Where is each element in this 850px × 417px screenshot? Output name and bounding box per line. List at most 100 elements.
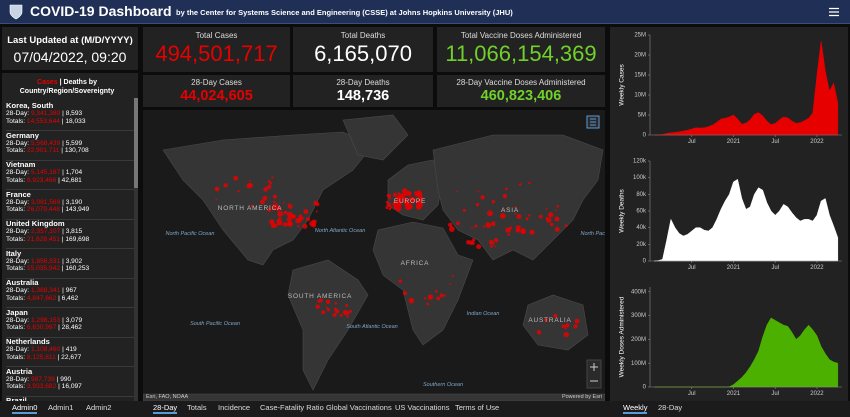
case-marker[interactable]	[282, 222, 288, 227]
tab[interactable]: Weekly	[623, 403, 648, 414]
case-marker[interactable]	[555, 209, 558, 212]
tab[interactable]: Admin0	[12, 403, 38, 414]
case-marker[interactable]	[502, 209, 504, 212]
case-marker[interactable]	[273, 200, 276, 204]
case-marker[interactable]	[417, 199, 421, 203]
case-marker[interactable]	[325, 299, 331, 305]
case-marker[interactable]	[499, 213, 506, 219]
case-marker[interactable]	[396, 195, 402, 201]
case-marker[interactable]	[272, 203, 275, 206]
case-marker[interactable]	[395, 205, 402, 212]
case-marker[interactable]	[286, 216, 292, 222]
case-marker[interactable]	[269, 182, 273, 185]
case-marker[interactable]	[267, 180, 271, 184]
case-marker[interactable]	[423, 297, 427, 300]
case-marker[interactable]	[275, 203, 278, 206]
case-marker[interactable]	[545, 207, 548, 210]
case-marker[interactable]	[262, 195, 268, 201]
case-marker[interactable]	[248, 180, 251, 182]
case-marker[interactable]	[346, 315, 349, 318]
case-marker[interactable]	[389, 206, 393, 209]
case-marker[interactable]	[286, 211, 293, 218]
case-marker[interactable]	[490, 221, 496, 227]
case-marker[interactable]	[545, 217, 552, 223]
case-marker[interactable]	[277, 210, 284, 217]
case-marker[interactable]	[315, 210, 318, 213]
case-marker[interactable]	[449, 283, 451, 286]
case-marker[interactable]	[309, 220, 316, 227]
case-marker[interactable]	[250, 204, 254, 208]
case-marker[interactable]	[564, 224, 568, 228]
case-marker[interactable]	[563, 331, 569, 338]
case-marker[interactable]	[276, 219, 283, 226]
case-marker[interactable]	[514, 212, 517, 215]
case-marker[interactable]	[393, 201, 396, 204]
case-marker[interactable]	[468, 240, 474, 246]
case-marker[interactable]	[426, 302, 430, 306]
case-marker[interactable]	[315, 304, 320, 309]
case-marker[interactable]	[346, 311, 350, 315]
case-marker[interactable]	[388, 197, 391, 200]
case-marker[interactable]	[233, 175, 239, 181]
case-marker[interactable]	[485, 222, 492, 228]
case-marker[interactable]	[536, 330, 542, 335]
case-marker[interactable]	[574, 318, 580, 324]
case-marker[interactable]	[406, 203, 413, 210]
case-marker[interactable]	[456, 221, 460, 226]
case-marker[interactable]	[321, 310, 326, 315]
case-marker[interactable]	[248, 183, 254, 188]
case-marker[interactable]	[476, 244, 482, 250]
case-marker[interactable]	[263, 187, 268, 192]
case-marker[interactable]	[267, 207, 272, 212]
map[interactable]: NORTH AMERICA SOUTH AMERICA EUROPE AFRICA AS…	[143, 110, 605, 401]
tab[interactable]: Incidence	[218, 403, 251, 412]
case-marker[interactable]	[325, 306, 328, 310]
case-marker[interactable]	[528, 214, 531, 217]
case-marker[interactable]	[439, 293, 444, 298]
case-marker[interactable]	[386, 202, 392, 208]
case-marker[interactable]	[516, 213, 522, 219]
case-marker[interactable]	[518, 183, 522, 186]
case-marker[interactable]	[504, 187, 508, 191]
case-marker[interactable]	[334, 301, 338, 305]
case-marker[interactable]	[305, 216, 311, 222]
case-marker[interactable]	[554, 226, 560, 232]
case-marker[interactable]	[487, 210, 493, 217]
case-marker[interactable]	[416, 191, 423, 198]
case-marker[interactable]	[482, 225, 486, 228]
case-marker[interactable]	[492, 242, 495, 246]
menu-button[interactable]	[828, 7, 840, 17]
case-marker[interactable]	[270, 222, 276, 228]
case-marker[interactable]	[288, 222, 293, 227]
case-marker[interactable]	[471, 238, 476, 242]
scrollbar[interactable]	[134, 98, 138, 401]
case-marker[interactable]	[491, 199, 496, 204]
case-marker[interactable]	[349, 309, 353, 313]
case-marker[interactable]	[266, 184, 272, 190]
case-marker[interactable]	[435, 290, 438, 293]
case-marker[interactable]	[402, 198, 408, 204]
case-marker[interactable]	[315, 202, 320, 207]
case-marker[interactable]	[529, 229, 535, 235]
case-marker[interactable]	[509, 226, 513, 230]
case-marker[interactable]	[215, 198, 218, 201]
case-marker[interactable]	[402, 291, 408, 296]
case-markers[interactable]	[214, 175, 580, 338]
tab[interactable]: Terms of Use	[455, 403, 500, 412]
case-marker[interactable]	[317, 299, 322, 303]
tab[interactable]: 28-Day	[153, 403, 178, 414]
case-marker[interactable]	[303, 209, 309, 215]
case-marker[interactable]	[332, 313, 337, 317]
case-marker[interactable]	[475, 202, 480, 207]
tab[interactable]: Case-Fatality Ratio	[260, 403, 324, 412]
case-marker[interactable]	[408, 297, 415, 304]
case-marker[interactable]	[443, 294, 447, 297]
case-marker[interactable]	[271, 176, 274, 179]
case-marker[interactable]	[392, 192, 398, 197]
case-marker[interactable]	[474, 224, 478, 228]
tab[interactable]: 28-Day	[658, 403, 683, 412]
case-marker[interactable]	[328, 308, 331, 311]
case-marker[interactable]	[268, 204, 271, 207]
case-marker[interactable]	[271, 205, 277, 210]
case-marker[interactable]	[538, 214, 543, 219]
